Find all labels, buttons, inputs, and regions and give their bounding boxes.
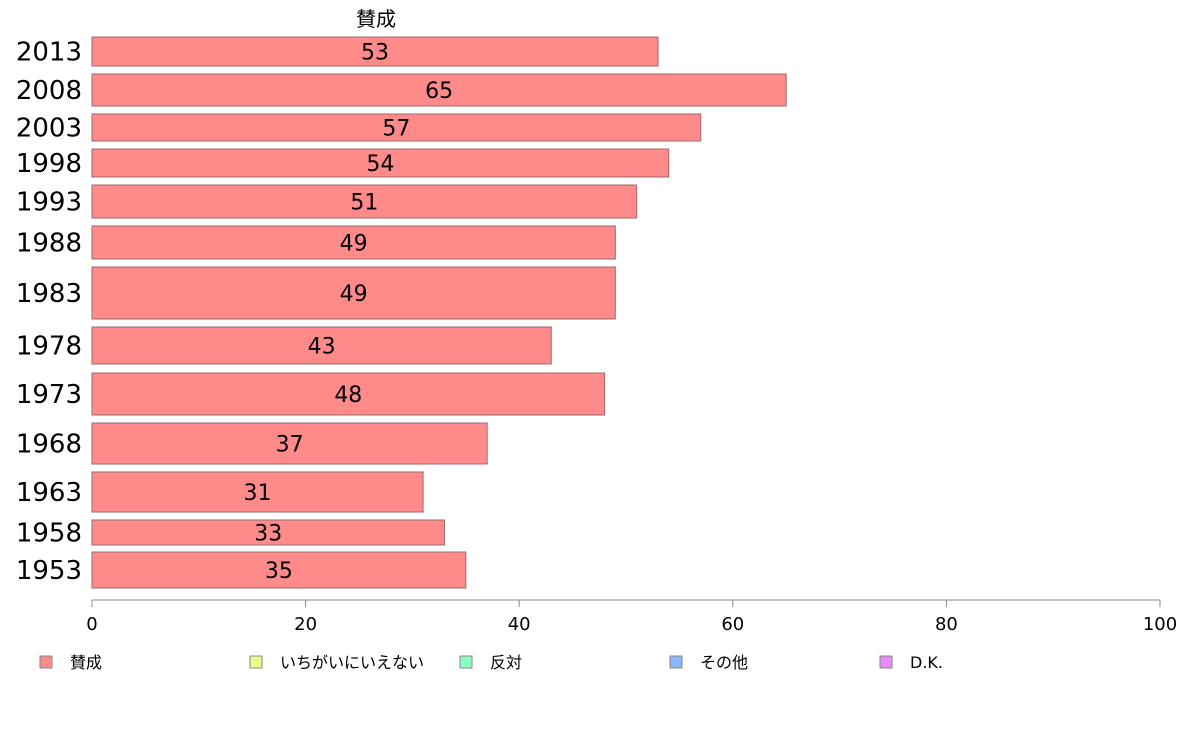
value-label-2013: 53: [361, 41, 389, 66]
legend-label-2: 反対: [490, 653, 522, 672]
x-axis: 0 20 40 60 80 100: [86, 599, 1177, 635]
legend-label-3: その他: [700, 653, 748, 672]
category-label-1978: 1978: [16, 332, 82, 362]
bar-2008: [91, 73, 787, 107]
x-tick-label-100: 100: [1143, 614, 1177, 635]
category-label-1983: 1983: [16, 279, 82, 309]
category-label-2013: 2013: [16, 38, 82, 68]
category-labels-layer: 2013 2008 2003 1998 1993 1988 1983 1978 1973 1968…: [16, 38, 82, 587]
bar-1983: [91, 266, 616, 320]
legend-swatch-1: [249, 655, 263, 669]
value-label-1968: 37: [276, 433, 304, 458]
x-tick-label-40: 40: [508, 614, 531, 635]
category-label-1968: 1968: [16, 430, 82, 460]
bar-1958: [91, 519, 445, 546]
legend-swatch-4: [879, 655, 893, 669]
value-label-1993: 51: [350, 191, 378, 216]
category-label-2008: 2008: [16, 76, 82, 106]
legend-label-0: 賛成: [70, 653, 102, 672]
bar-2013: [91, 36, 659, 67]
value-label-1973: 48: [334, 383, 362, 408]
category-label-1993: 1993: [16, 188, 82, 218]
category-label-1973: 1973: [16, 380, 82, 410]
category-label-2003: 2003: [16, 114, 82, 144]
x-tick-label-0: 0: [86, 614, 97, 635]
bar-1963: [91, 471, 424, 513]
value-label-1978: 43: [308, 335, 336, 360]
legend-swatch-0: [39, 655, 53, 669]
series-header-label: 賛成: [356, 7, 396, 31]
bar-1953: [91, 551, 467, 589]
value-label-1988: 49: [340, 232, 368, 257]
legend-swatch-2: [459, 655, 473, 669]
bar-1993: [91, 184, 638, 219]
legend-label-4: D.K.: [910, 653, 943, 672]
bar-1998: [91, 148, 670, 178]
value-label-1983: 49: [340, 282, 368, 307]
x-tick-label-60: 60: [721, 614, 744, 635]
category-label-1953: 1953: [16, 556, 82, 586]
x-tick-label-80: 80: [935, 614, 958, 635]
value-label-1958: 33: [254, 522, 282, 547]
bar-1988: [91, 225, 616, 260]
category-label-1963: 1963: [16, 478, 82, 508]
legend-label-1: いちがいにいえない: [280, 653, 424, 672]
category-label-1998: 1998: [16, 149, 82, 179]
category-label-1988: 1988: [16, 229, 82, 259]
legend-swatch-3: [669, 655, 683, 669]
value-label-1998: 54: [366, 152, 394, 177]
legend: 賛成 いちがいにいえない 反対 その他 D.K.: [39, 653, 943, 672]
bar-1973: [91, 372, 606, 416]
value-label-1963: 31: [244, 481, 272, 506]
value-label-2008: 65: [425, 79, 453, 104]
bars-layer: [91, 36, 787, 589]
bar-1968: [91, 422, 488, 465]
category-label-1958: 1958: [16, 519, 82, 549]
bar-1978: [91, 326, 552, 365]
value-label-1953: 35: [265, 559, 293, 584]
bar-2003: [91, 113, 702, 142]
x-tick-label-20: 20: [294, 614, 317, 635]
value-label-2003: 57: [382, 117, 410, 142]
